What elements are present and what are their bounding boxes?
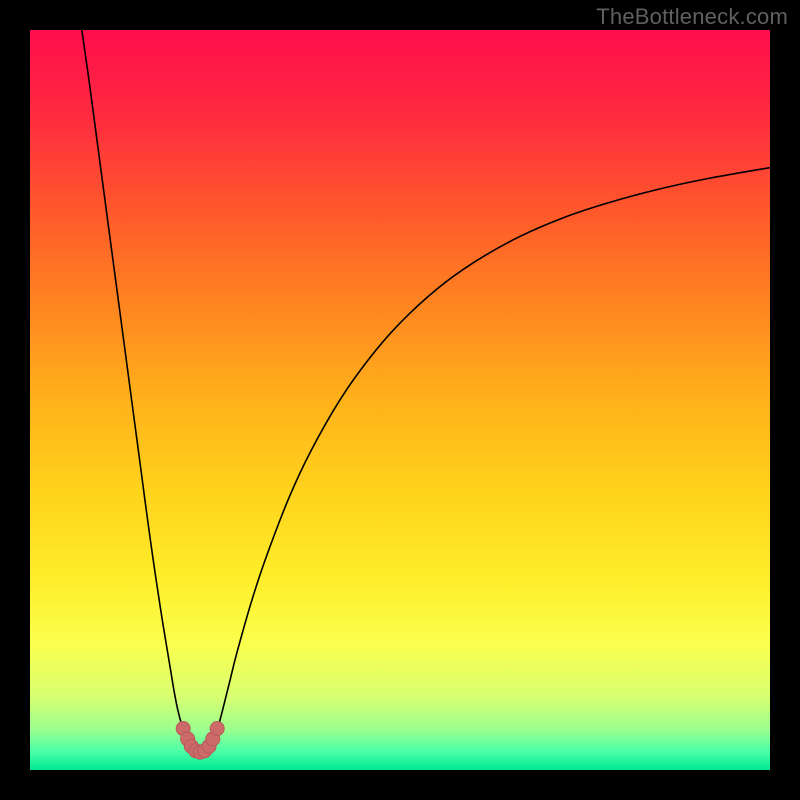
- plot-svg: [30, 30, 770, 770]
- stage: TheBottleneck.com: [0, 0, 800, 800]
- marker-dot: [210, 722, 224, 736]
- plot-background: [30, 30, 770, 770]
- plot-area: [30, 30, 770, 770]
- watermark-text: TheBottleneck.com: [596, 4, 788, 30]
